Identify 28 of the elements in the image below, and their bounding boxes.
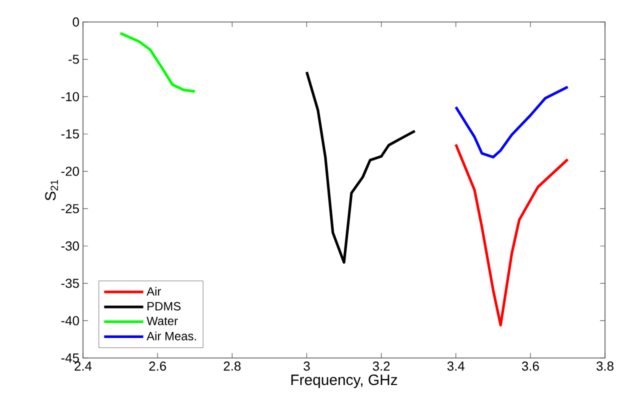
x-tick-label: 2.4 bbox=[74, 362, 92, 371]
line-series bbox=[118, 32, 196, 93]
y-tick-label: -30 bbox=[61, 241, 79, 251]
y-tick-label: -15 bbox=[61, 129, 79, 139]
y-tick-label: -40 bbox=[61, 316, 79, 326]
legend-label: PDMS bbox=[148, 302, 181, 310]
x-tick-label: 3 bbox=[304, 362, 310, 371]
x-tick-label: 3.2 bbox=[372, 362, 390, 371]
legend-label: Air bbox=[146, 286, 161, 296]
y-tick-label: -35 bbox=[61, 278, 79, 288]
y-tick-label: 0 bbox=[72, 17, 79, 27]
y-tick-label: -25 bbox=[61, 204, 79, 214]
x-tick-label: 3.4 bbox=[447, 362, 464, 371]
line-series bbox=[305, 70, 416, 264]
legend-label: Water bbox=[146, 316, 178, 326]
x-tick-label: 2.6 bbox=[149, 362, 166, 371]
line-series bbox=[454, 86, 570, 158]
x-tick-label: 2.8 bbox=[224, 362, 241, 371]
y-axis-title: S$_{21}$ bbox=[45, 180, 58, 200]
y-tick-label: -5 bbox=[68, 54, 79, 64]
y-tick-label: -10 bbox=[61, 92, 79, 102]
x-tick-label: 3.8 bbox=[596, 362, 614, 371]
y-tick-label: -45 bbox=[61, 353, 79, 363]
legend-label: Air Meas. bbox=[146, 332, 196, 340]
y-tick-label: -20 bbox=[61, 166, 79, 176]
x-tick-label: 3.6 bbox=[522, 362, 539, 371]
line-series bbox=[454, 143, 570, 326]
x-axis-title: Frequency, GHz bbox=[291, 374, 398, 388]
